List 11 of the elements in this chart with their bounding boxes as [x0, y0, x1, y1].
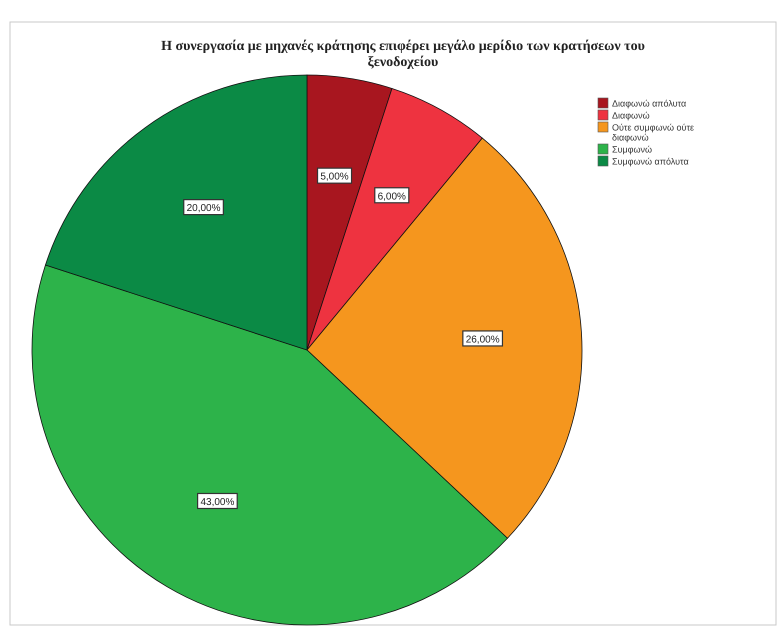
data-label: 43,00% — [200, 496, 234, 508]
legend-label: Συμφωνώ — [612, 144, 652, 154]
data-label: 5,00% — [320, 172, 349, 183]
legend-label: Διαφωνώ — [612, 110, 650, 120]
legend-label: Διαφωνώ απόλυτα — [612, 98, 686, 108]
legend-label: Ούτε συμφωνώ ούτε διαφωνώ — [612, 122, 694, 142]
data-label: 6,00% — [378, 191, 406, 202]
data-label: 20,00% — [186, 203, 221, 214]
legend-label: Συμφωνώ απόλυτα — [612, 156, 689, 166]
chart-title: Η συνεργασία με μηχανές κράτησης επιφέρει μεγάλο μερίδιο των κρατήσεων του ξενοδοχείου — [161, 39, 645, 70]
data-label: 26,00% — [466, 334, 500, 346]
